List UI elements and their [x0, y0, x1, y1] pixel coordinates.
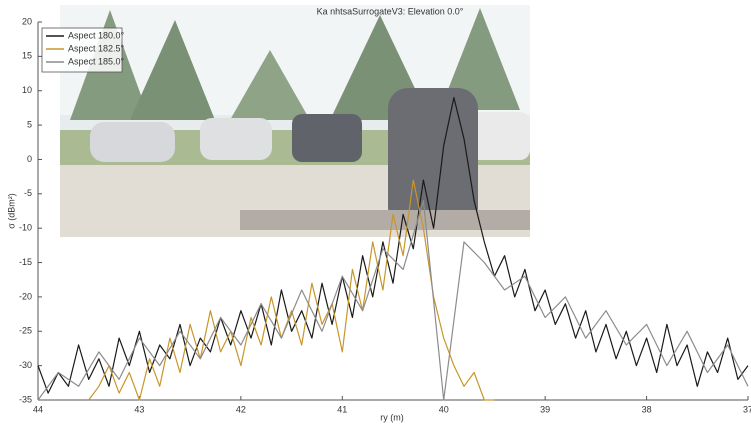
- y-tick-label: -5: [24, 188, 32, 198]
- x-axis-label: ry (m): [380, 412, 404, 422]
- x-tick-label: 40: [439, 404, 449, 414]
- x-tick-label: 38: [642, 404, 652, 414]
- series-line: [88, 179, 495, 401]
- x-tick-label: 39: [540, 404, 550, 414]
- y-tick-label: -20: [19, 291, 32, 301]
- x-tick-label: 41: [337, 404, 347, 414]
- chart-title: Ka nhtsaSurrogateV3: Elevation 0.0°: [317, 6, 464, 16]
- y-tick-label: -25: [19, 326, 32, 336]
- x-tick-label: 37: [743, 404, 751, 414]
- background-photo: [60, 5, 530, 237]
- x-tick-label: 42: [236, 404, 246, 414]
- y-tick-label: -30: [19, 360, 32, 370]
- y-tick-label: 0: [27, 154, 32, 164]
- y-tick-label: 15: [22, 51, 32, 61]
- y-tick-label: -10: [19, 223, 32, 233]
- y-axis-label: σ (dBm²): [6, 193, 16, 229]
- y-tick-label: 20: [22, 16, 32, 26]
- y-tick-label: -15: [19, 257, 32, 267]
- y-tick-label: 10: [22, 85, 32, 95]
- series-line: [37, 97, 749, 394]
- y-tick-label: 5: [27, 119, 32, 129]
- y-tick-label: -35: [19, 394, 32, 404]
- legend-label: Aspect 185.0°: [68, 56, 125, 66]
- series-line: [37, 200, 749, 401]
- legend-label: Aspect 180.0°: [68, 30, 125, 40]
- x-tick-label: 44: [33, 404, 43, 414]
- x-tick-label: 43: [134, 404, 144, 414]
- legend-label: Aspect 182.5°: [68, 43, 125, 53]
